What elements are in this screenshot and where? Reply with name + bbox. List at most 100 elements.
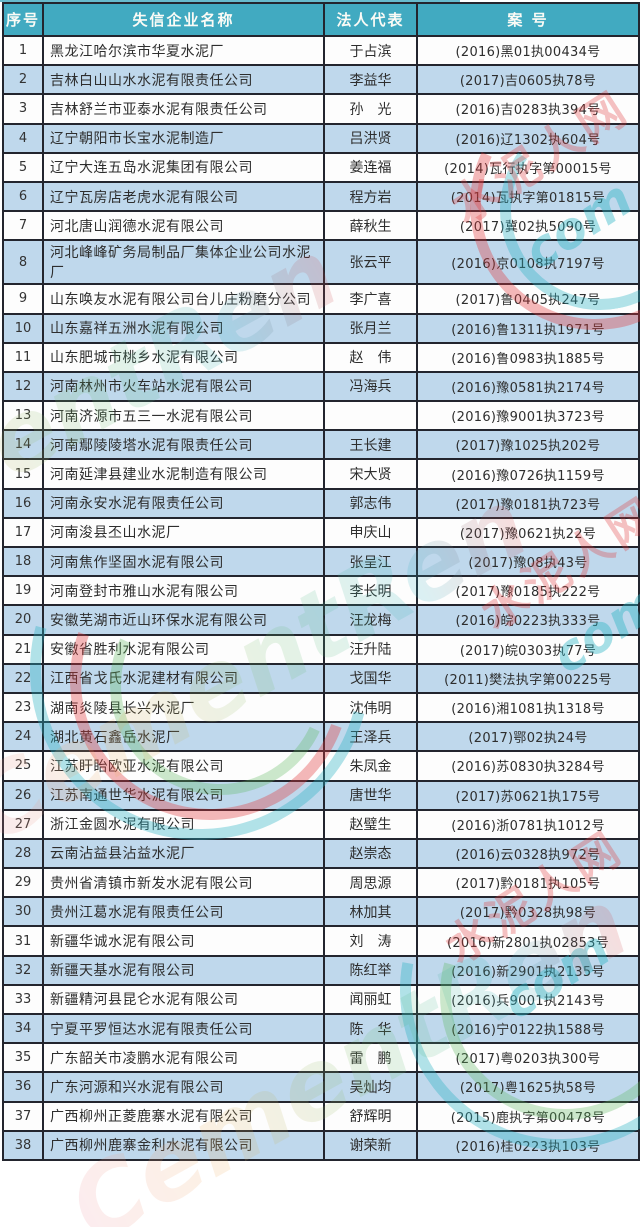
cell-case-no: (2011)樊法执字第00225号 [416, 662, 640, 694]
cell-company: 河北唐山润德水泥有限公司 [42, 210, 325, 242]
cell-seq: 38 [2, 1129, 44, 1161]
cell-case-no: (2016)黑01执00434号 [416, 34, 640, 67]
cell-company: 辽宁瓦房店老虎水泥有限公司 [42, 180, 325, 213]
table-row: 6 辽宁瓦房店老虎水泥有限公司 程方岩 (2014)瓦执字第01815号 [2, 180, 640, 213]
cell-company: 湖南炎陵县长兴水泥厂 [42, 691, 325, 724]
cell-legal-rep: 刘 涛 [323, 925, 418, 957]
cell-case-no: (2016)桂0223执103号 [416, 1129, 640, 1161]
cell-case-no: (2014)瓦行执字第00015号 [416, 151, 640, 183]
cell-legal-rep: 赵 伟 [323, 341, 418, 373]
cell-case-no: (2016)鲁1311执1971号 [416, 312, 640, 344]
table-row: 25 江苏盱眙欧亚水泥有限公司 朱凤金 (2016)苏0830执3284号 [2, 750, 640, 782]
table-body: 1 黑龙江哈尔滨市华夏水泥厂 于占滨 (2016)黑01执00434号 2 吉林… [2, 34, 640, 1161]
cell-case-no: (2014)瓦执字第01815号 [416, 180, 640, 213]
cell-legal-rep: 张云平 [323, 239, 418, 286]
cell-seq: 30 [2, 896, 44, 928]
table-row: 12 河南林州市火车站水泥有限公司 冯海兵 (2016)豫0581执2174号 [2, 370, 640, 403]
cell-company: 河南济源市五三一水泥有限公司 [42, 400, 325, 432]
cell-legal-rep: 赵崇态 [323, 837, 418, 870]
cell-case-no: (2017)粤1625执58号 [416, 1071, 640, 1103]
cell-company: 贵州省清镇市新发水泥有限公司 [42, 867, 325, 899]
table-row: 26 江苏南通世华水泥有限公司 唐世华 (2017)苏0621执175号 [2, 779, 640, 811]
cell-company: 山东嘉祥五洲水泥有限公司 [42, 312, 325, 344]
cell-case-no: (2017)黔0328执98号 [416, 896, 640, 928]
table-row: 36 广东河源和兴水泥有限公司 吴灿均 (2017)粤1625执58号 [2, 1071, 640, 1103]
cell-company: 黑龙江哈尔滨市华夏水泥厂 [42, 34, 325, 67]
cell-company: 新疆天基水泥有限公司 [42, 954, 325, 986]
table-header: 序号 失信企业名称 法人代表 案 号 [2, 2, 640, 37]
table-row: 5 辽宁大连五岛水泥集团有限公司 姜连福 (2014)瓦行执字第00015号 [2, 151, 640, 183]
table-row: 13 河南济源市五三一水泥有限公司 (2016)豫9001执3723号 [2, 400, 640, 432]
table-row: 11 山东肥城市桃乡水泥有限公司 赵 伟 (2016)鲁0983执1885号 [2, 341, 640, 373]
table-row: 30 贵州江葛水泥有限责任公司 林加其 (2017)黔0328执98号 [2, 896, 640, 928]
table-row: 2 吉林白山山水水泥有限责任公司 李益华 (2017)吉0605执78号 [2, 64, 640, 96]
cell-legal-rep: 张呈江 [323, 545, 418, 578]
cell-seq: 33 [2, 983, 44, 1016]
table-row: 37 广西柳州正菱鹿寨水泥有限公司 舒辉明 (2015)鹿执字第00478号 [2, 1100, 640, 1132]
cell-legal-rep: 沈伟明 [323, 691, 418, 724]
cell-company: 河南登封市雅山水泥有限公司 [42, 575, 325, 607]
cell-legal-rep: 李广喜 [323, 283, 418, 315]
cell-case-no: (2016)兵9001执2143号 [416, 983, 640, 1016]
cell-legal-rep: 林加其 [323, 896, 418, 928]
table-row: 35 广东韶关市凌鹏水泥有限公司 雷 鹏 (2017)粤0203执300号 [2, 1042, 640, 1074]
cell-legal-rep [323, 400, 418, 432]
cell-case-no: (2017)皖0303执77号 [416, 633, 640, 665]
cell-seq: 8 [2, 239, 44, 286]
cell-seq: 5 [2, 151, 44, 183]
cell-case-no: (2017)鲁0405执247号 [416, 283, 640, 315]
cell-seq: 11 [2, 341, 44, 373]
cell-case-no: (2016)新2901执2135号 [416, 954, 640, 986]
cell-seq: 22 [2, 662, 44, 694]
cell-seq: 9 [2, 283, 44, 315]
cell-case-no: (2017)粤0203执300号 [416, 1042, 640, 1074]
cell-legal-rep: 唐世华 [323, 779, 418, 811]
cell-company: 河北峰峰矿务局制品厂集体企业公司水泥厂 [42, 239, 325, 286]
cell-company: 江苏南通世华水泥有限公司 [42, 779, 325, 811]
table-row: 15 河南延津县建业水泥制造有限公司 宋大贤 (2016)豫0726执1159号 [2, 458, 640, 490]
cell-company: 河南延津县建业水泥制造有限公司 [42, 458, 325, 490]
cell-legal-rep: 雷 鹏 [323, 1042, 418, 1074]
cell-case-no: (2016)豫9001执3723号 [416, 400, 640, 432]
cell-case-no: (2016)浙0781执1012号 [416, 808, 640, 840]
cell-company: 河南浚县丕山水泥厂 [42, 516, 325, 549]
cell-seq: 29 [2, 867, 44, 899]
cell-case-no: (2017)黔0181执105号 [416, 867, 640, 899]
cell-company: 广西柳州正菱鹿寨水泥有限公司 [42, 1100, 325, 1132]
cell-seq: 25 [2, 750, 44, 782]
cell-seq: 20 [2, 604, 44, 636]
cell-company: 河南鄢陵陵塔水泥有限责任公司 [42, 429, 325, 461]
dishonest-companies-table: 序号 失信企业名称 法人代表 案 号 1 黑龙江哈尔滨市华夏水泥厂 于占滨 (2… [2, 2, 640, 1161]
cell-company: 宁夏平罗恒达水泥有限责任公司 [42, 1012, 325, 1045]
cell-company: 辽宁大连五岛水泥集团有限公司 [42, 151, 325, 183]
cell-case-no: (2017)豫1025执202号 [416, 429, 640, 461]
cell-legal-rep: 冯海兵 [323, 370, 418, 403]
cell-legal-rep: 薛秋生 [323, 210, 418, 242]
cell-seq: 31 [2, 925, 44, 957]
cell-legal-rep: 谢荣新 [323, 1129, 418, 1161]
cell-company: 安徽芜湖市近山环保水泥有限公司 [42, 604, 325, 636]
cell-seq: 1 [2, 34, 44, 67]
table-row: 8 河北峰峰矿务局制品厂集体企业公司水泥厂 张云平 (2016)京0108执71… [2, 239, 640, 286]
table-row: 10 山东嘉祥五洲水泥有限公司 张月兰 (2016)鲁1311执1971号 [2, 312, 640, 344]
cell-company: 浙江金圆水泥有限公司 [42, 808, 325, 840]
cell-legal-rep: 王泽兵 [323, 721, 418, 753]
cell-legal-rep: 李益华 [323, 64, 418, 96]
cell-legal-rep: 闻丽虹 [323, 983, 418, 1016]
cell-legal-rep: 吕洪贤 [323, 122, 418, 154]
cell-legal-rep: 张月兰 [323, 312, 418, 344]
cell-seq: 7 [2, 210, 44, 242]
table-row: 4 辽宁朝阳市长宝水泥制造厂 吕洪贤 (2016)辽1302执604号 [2, 122, 640, 154]
cell-legal-rep: 戈国华 [323, 662, 418, 694]
cell-company: 河南焦作坚固水泥有限公司 [42, 545, 325, 578]
cell-case-no: (2017)豫0185执222号 [416, 575, 640, 607]
cell-company: 广西柳州鹿寨金利水泥有限公司 [42, 1129, 325, 1161]
cell-legal-rep: 于占滨 [323, 34, 418, 67]
table-row: 34 宁夏平罗恒达水泥有限责任公司 陈 华 (2016)宁0122执1588号 [2, 1012, 640, 1045]
cell-case-no: (2017)冀02执5090号 [416, 210, 640, 242]
cell-legal-rep: 陈红举 [323, 954, 418, 986]
cell-legal-rep: 郭志伟 [323, 487, 418, 519]
cell-company: 辽宁朝阳市长宝水泥制造厂 [42, 122, 325, 154]
cell-company: 贵州江葛水泥有限责任公司 [42, 896, 325, 928]
cell-legal-rep: 吴灿均 [323, 1071, 418, 1103]
